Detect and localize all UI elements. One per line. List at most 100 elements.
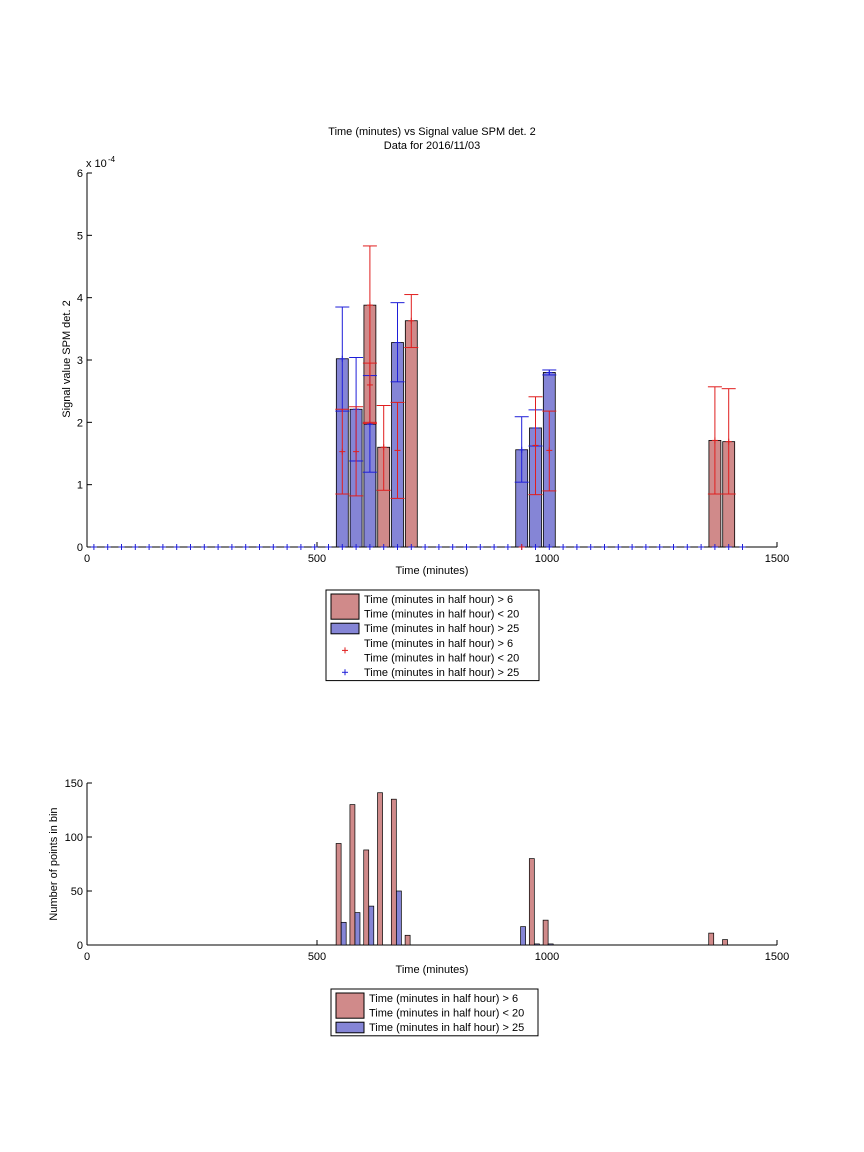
y-tick-label: 0 [77, 542, 83, 554]
zero-marker-blue [187, 544, 194, 550]
y-tick-label: 6 [77, 168, 83, 180]
value-marker-red [380, 444, 387, 451]
count-bar-blue [340, 921, 347, 946]
zero-marker-blue [422, 544, 429, 550]
zero-marker-blue [104, 544, 111, 550]
zero-marker-blue [532, 544, 539, 550]
y-tick-label: 50 [71, 886, 83, 898]
x-tick-label: 1000 [535, 553, 559, 565]
signal-plot: 0 500 1000 1500 0 1 2 3 4 5 6 [77, 168, 789, 565]
chart1-title: Time (minutes) vs Signal value SPM det. … [328, 126, 535, 138]
zero-marker-blue [587, 544, 594, 550]
value-marker-blue [546, 369, 553, 376]
legend-label: Time (minutes in half hour) > 6 [364, 594, 513, 606]
zero-marker-blue [366, 544, 373, 550]
value-marker-red [532, 442, 539, 449]
bar-red [404, 320, 418, 548]
zero-marker-blue [670, 544, 677, 550]
zero-marker-blue [132, 544, 139, 550]
legend-swatch-red [335, 992, 365, 1019]
zero-marker-blue [615, 544, 622, 550]
zero-marker-blue [256, 544, 263, 550]
y-tick-label: 150 [65, 778, 83, 790]
y-tick-label: 2 [77, 417, 83, 429]
legend-label: Time (minutes in half hour) > 6 [364, 638, 513, 650]
zero-marker-blue [491, 544, 498, 550]
count-plot: 0 500 1000 1500 0 50 100 150 [65, 778, 790, 963]
zero-marker-blue [297, 544, 304, 550]
legend-box [325, 589, 540, 682]
y-tick-label: 5 [77, 230, 83, 242]
zero-marker-blue [504, 544, 511, 550]
zero-marker-blue [146, 544, 153, 550]
legend-label: Time (minutes in half hour) > 25 [364, 623, 519, 635]
signal-legend: Time (minutes in half hour) > 6 Time (min… [325, 589, 540, 682]
zero-marker-blue [435, 544, 442, 550]
y-tick-label: 100 [65, 832, 83, 844]
legend-label: Time (minutes in half hour) < 20 [369, 1008, 524, 1020]
count-bar-red [722, 939, 728, 946]
zero-marker-blue [173, 544, 180, 550]
value-marker-red [711, 437, 718, 444]
value-marker-red [408, 317, 415, 324]
zero-marker-blue [642, 544, 649, 550]
zero-marker-blue [656, 544, 663, 550]
legend-label: Time (minutes in half hour) < 20 [364, 652, 519, 664]
count-legend: Time (minutes in half hour) > 6 Time (min… [330, 988, 539, 1037]
count-bar-red [335, 843, 342, 946]
count-bar-red [708, 932, 715, 946]
zero-marker-blue [711, 544, 718, 550]
zero-marker-blue [698, 544, 705, 550]
chart2-xlabel: Time (minutes) [396, 964, 469, 976]
value-marker-red [366, 381, 373, 388]
zero-marker-blue [725, 544, 732, 550]
count-bar-red [542, 919, 549, 946]
chart1-exponent-base: x 10 [86, 158, 107, 170]
zero-marker-blue [325, 544, 332, 550]
zero-marker-blue [201, 544, 208, 550]
zero-marker-blue [546, 544, 553, 550]
legend-swatch-blue [335, 1021, 365, 1034]
count-bar-red [390, 798, 397, 946]
legend-label: Time (minutes in half hour) > 25 [364, 667, 519, 679]
value-marker-blue [518, 446, 525, 453]
value-marker-red [339, 448, 346, 455]
zero-marker-blue [118, 544, 125, 550]
zero-marker-blue [228, 544, 235, 550]
chart1-ylabel: Signal value SPM det. 2 [61, 300, 73, 417]
zero-marker-blue [477, 544, 484, 550]
legend-label: Time (minutes in half hour) > 25 [369, 1022, 524, 1034]
value-marker-red [725, 438, 732, 445]
count-bar-blue [396, 890, 402, 946]
zero-marker-blue [394, 544, 401, 550]
zero-marker-blue [573, 544, 580, 550]
y-tick-label: 1 [77, 480, 83, 492]
legend-marker-blue [342, 669, 348, 676]
value-marker-red [546, 447, 553, 454]
chart2-ylabel: Number of points in bin [48, 807, 60, 920]
chart1-xlabel: Time (minutes) [396, 565, 469, 577]
count-bar-blue [368, 905, 375, 946]
legend-label: Time (minutes in half hour) < 20 [364, 609, 519, 621]
count-bar-red [377, 792, 383, 946]
x-tick-label: 1000 [535, 951, 559, 963]
legend-swatch-blue [330, 622, 360, 635]
value-marker-blue [394, 339, 401, 346]
x-tick-label: 500 [308, 951, 326, 963]
chart1-exponent-power: -4 [108, 155, 116, 164]
count-bar-red [363, 849, 370, 946]
zero-marker-blue [284, 544, 291, 550]
count-bar-blue [534, 943, 540, 946]
count-bar-blue [354, 912, 361, 946]
y-tick-label: 0 [77, 940, 83, 952]
zero-marker-blue [311, 544, 318, 550]
y-tick-label: 3 [77, 355, 83, 367]
x-tick-label: 0 [84, 553, 90, 565]
zero-marker-blue [353, 544, 360, 550]
legend-swatch-red [330, 593, 360, 620]
zero-marker-blue [463, 544, 470, 550]
zero-marker-blue [270, 544, 277, 550]
zero-marker-blue [449, 544, 456, 550]
legend-label: Time (minutes in half hour) > 6 [369, 993, 518, 1005]
